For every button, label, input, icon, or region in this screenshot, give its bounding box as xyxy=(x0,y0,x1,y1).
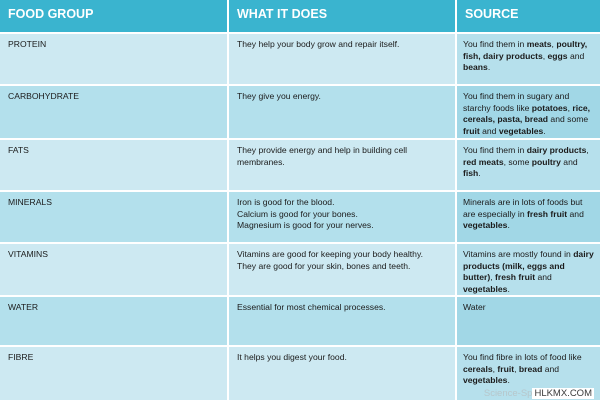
header-food-group: FOOD GROUP xyxy=(0,0,229,33)
what-it-does-cell: They give you energy. xyxy=(228,84,457,139)
food-group-cell: FATS xyxy=(0,138,229,191)
what-it-does-cell: They help your body grow and repair itse… xyxy=(228,32,457,85)
what-it-does-cell: It helps you digest your food. xyxy=(228,345,457,400)
what-it-does-cell: Iron is good for the blood. Calcium is go… xyxy=(228,190,457,243)
food-group-cell: FIBRE xyxy=(0,345,229,400)
source-cell: You find them in dairy products, red mea… xyxy=(456,138,600,191)
table-row: WATER Essential for most chemical process… xyxy=(0,295,600,346)
what-it-does-line: They give you energy. xyxy=(237,91,321,101)
what-it-does-line: It helps you digest your food. xyxy=(237,352,347,362)
what-it-does-line: Essential for most chemical processes. xyxy=(237,302,386,312)
table-row: FATS They provide energy and help in buil… xyxy=(0,138,600,191)
what-it-does-line: They are good for your skin, bones and t… xyxy=(237,260,411,271)
what-it-does-line: Magnesium is good for your nerves. xyxy=(237,220,374,230)
table-row: MINERALS Iron is good for the blood. Calci… xyxy=(0,190,600,243)
food-group-cell: CARBOHYDRATE xyxy=(0,84,229,139)
table-row: PROTEIN They help your body grow and repa… xyxy=(0,32,600,85)
what-it-does-cell: They provide energy and help in building… xyxy=(228,138,457,191)
food-group-cell: PROTEIN xyxy=(0,32,229,85)
header-source: SOURCE xyxy=(456,0,600,33)
source-cell: Minerals are in lots of foods but are es… xyxy=(456,190,600,243)
watermark: Science-Sp HLKMX.COM xyxy=(484,388,594,399)
watermark-faint-text: Science-Sp xyxy=(483,388,533,399)
source-cell: You find them in sugary and starchy food… xyxy=(456,84,600,139)
source-cell: Water xyxy=(456,295,600,346)
what-it-does-line: They help your body grow and repair itse… xyxy=(237,39,400,49)
what-it-does-line: Vitamins are good for keeping your body … xyxy=(237,249,423,259)
header-what-it-does: WHAT IT DOES xyxy=(228,0,457,33)
table-header-row: FOOD GROUP WHAT IT DOES SOURCE xyxy=(0,0,600,33)
source-cell: You find them in meats, poultry, fish, d… xyxy=(456,32,600,85)
table-row: FIBRE It helps you digest your food. You f… xyxy=(0,345,600,400)
food-group-cell: VITAMINS xyxy=(0,242,229,296)
watermark-site-text: HLKMX.COM xyxy=(532,388,594,399)
what-it-does-cell: Essential for most chemical processes. xyxy=(228,295,457,346)
food-group-cell: MINERALS xyxy=(0,190,229,243)
what-it-does-line: Calcium is good for your bones. xyxy=(237,208,358,219)
what-it-does-line: They provide energy and help in building… xyxy=(237,145,408,167)
table-row: VITAMINS Vitamins are good for keeping yo… xyxy=(0,242,600,296)
source-cell: Vitamins are mostly found in dairy produ… xyxy=(456,242,600,296)
food-group-cell: WATER xyxy=(0,295,229,346)
what-it-does-cell: Vitamins are good for keeping your body … xyxy=(228,242,457,296)
table-row: CARBOHYDRATE They give you energy. You fin… xyxy=(0,84,600,139)
what-it-does-line: Iron is good for the blood. xyxy=(237,197,335,207)
